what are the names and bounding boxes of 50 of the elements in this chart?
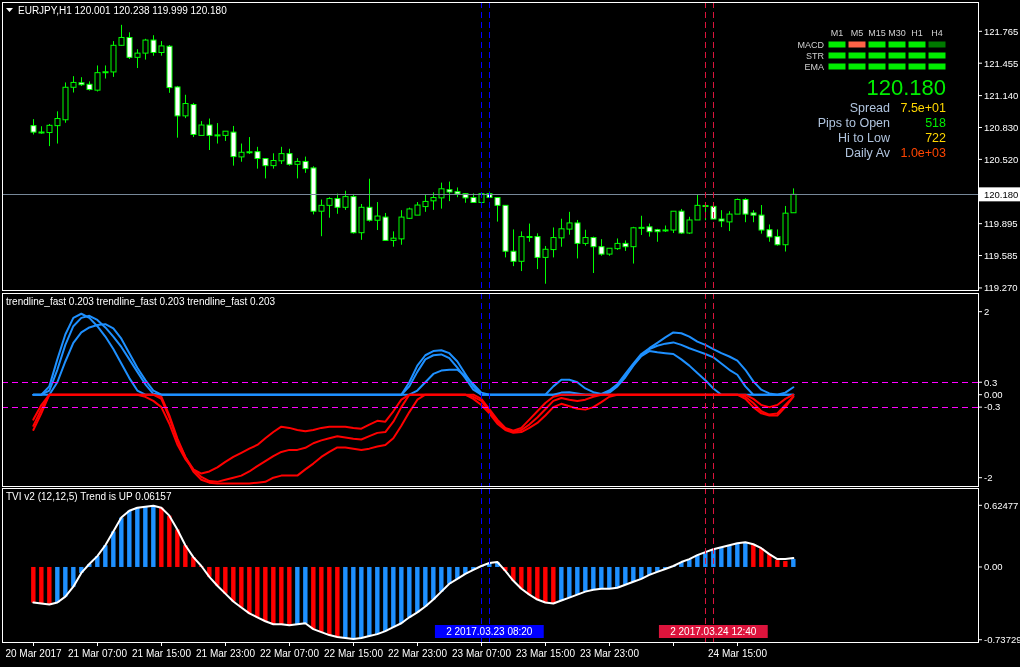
x-tick-label: 23 Mar 07:00 bbox=[452, 648, 512, 659]
y-tick-label: 119.895 bbox=[984, 217, 1018, 229]
chart-title: trendline_fast 0.203 trendline_fast 0.203 trendline_fast 0.203 bbox=[6, 296, 276, 307]
annotation: H4 bbox=[931, 28, 943, 38]
annotation: MACD bbox=[797, 40, 825, 50]
annotation: M5 bbox=[850, 28, 864, 38]
y-tick-label: 0.00 bbox=[984, 561, 1003, 573]
y-tick-label: 120.520 bbox=[984, 153, 1019, 165]
y-tick-label: 121.140 bbox=[984, 89, 1019, 101]
y-tick-label: 121.765 bbox=[984, 25, 1019, 37]
chart-title: TVI v2 (12,12,5) Trend is UP 0.06157 bbox=[6, 491, 172, 502]
annotation: Daily Av bbox=[845, 146, 891, 160]
annotation: M15 bbox=[868, 28, 886, 38]
x-tick-label: 21 Mar 07:00 bbox=[68, 648, 128, 659]
annotation: 120.180 bbox=[866, 75, 946, 100]
annotation: STR bbox=[806, 51, 825, 61]
x-tick-label: 23 Mar 15:00 bbox=[516, 648, 576, 659]
annotation: 518 bbox=[925, 116, 947, 130]
y-tick-label: 121.455 bbox=[984, 57, 1019, 69]
y-tick-label: -0.3 bbox=[984, 401, 1001, 413]
y-tick-label: 0.3 bbox=[984, 376, 998, 388]
annotation: 1.0e+03 bbox=[900, 146, 947, 160]
annotation: Spread bbox=[849, 101, 891, 115]
chart-title: EURJPY,H1 120.001 120.238 119.999 120.180 bbox=[18, 5, 228, 16]
annotation: 7.5e+01 bbox=[900, 101, 947, 115]
ref-line-label: 2 2017.03.24 12:40 bbox=[670, 626, 757, 637]
x-tick-label: 23 Mar 23:00 bbox=[580, 648, 640, 659]
annotation: Hi to Low bbox=[837, 131, 891, 145]
annotation: M1 bbox=[830, 28, 844, 38]
y-tick-label: 120.830 bbox=[984, 121, 1019, 133]
y-tick-label: 0.62477 bbox=[984, 499, 1019, 511]
annotation: H1 bbox=[911, 28, 923, 38]
x-tick-label: 24 Mar 15:00 bbox=[708, 648, 768, 659]
y-tick-label: 119.585 bbox=[984, 249, 1018, 261]
x-tick-label: 21 Mar 15:00 bbox=[132, 648, 192, 659]
x-tick-label: 22 Mar 15:00 bbox=[324, 648, 384, 659]
x-tick-label: 22 Mar 23:00 bbox=[388, 648, 448, 659]
y-tick-label: 2 bbox=[984, 306, 990, 317]
annotation: Pips to Open bbox=[817, 116, 891, 130]
y-tick-label: 119.270 bbox=[984, 282, 1018, 294]
ref-line-label: 120.180 bbox=[984, 188, 1019, 200]
y-tick-label: -2 bbox=[984, 472, 993, 484]
x-tick-label: 20 Mar 2017 bbox=[5, 648, 63, 659]
annotation: 722 bbox=[925, 131, 947, 145]
y-tick-label: 0.00 bbox=[984, 389, 1003, 401]
annotation: M30 bbox=[888, 28, 906, 38]
annotation: EMA bbox=[804, 62, 824, 72]
x-tick-label: 22 Mar 07:00 bbox=[260, 648, 320, 659]
ref-line-label: 2 2017.03.23 08:20 bbox=[446, 626, 533, 637]
x-tick-label: 21 Mar 23:00 bbox=[196, 648, 256, 659]
